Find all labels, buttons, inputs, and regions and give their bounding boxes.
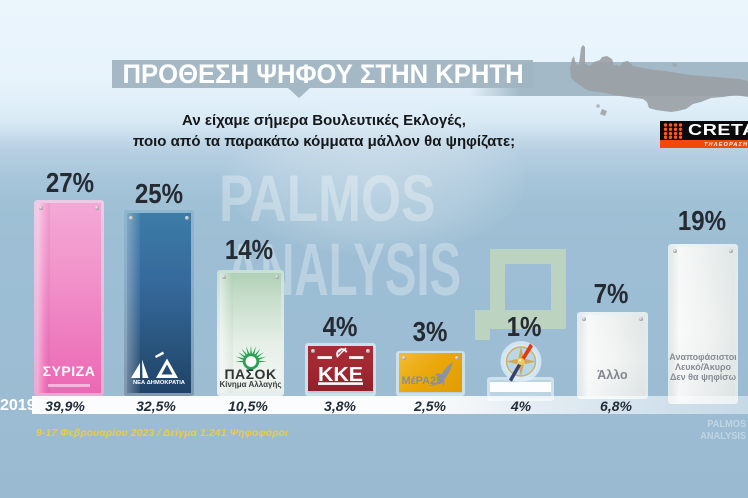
svg-text:ΚΚΕ: ΚΚΕ	[318, 363, 363, 386]
svg-text:ΜέΡΑ25: ΜέΡΑ25	[402, 375, 443, 387]
